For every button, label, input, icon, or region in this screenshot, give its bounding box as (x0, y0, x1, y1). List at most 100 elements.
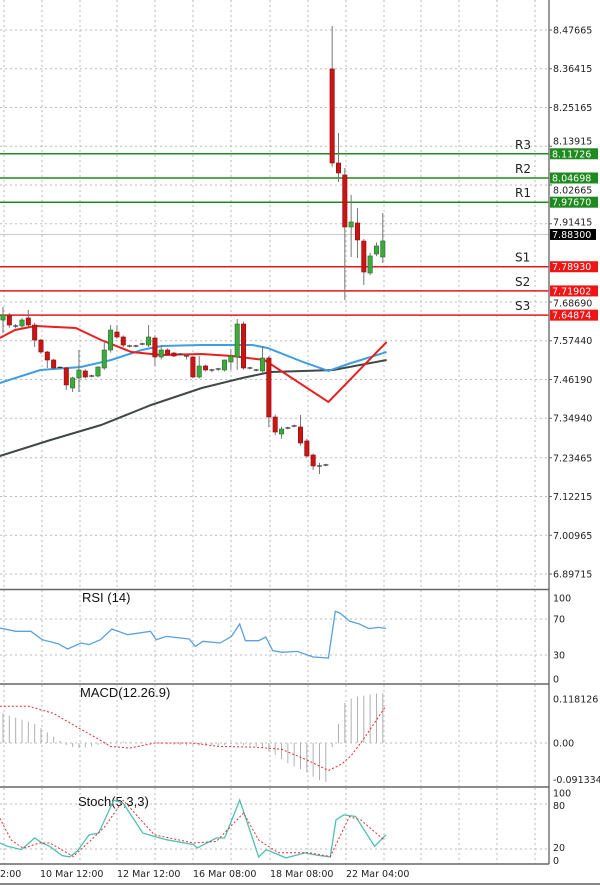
stoch-signal-line (0, 799, 385, 858)
candle-bear (304, 440, 310, 457)
rsi-line (0, 610, 387, 659)
ma-slow-line (0, 359, 387, 457)
candle-bear (310, 454, 316, 467)
price-tick-label: 7.46190 (553, 375, 592, 386)
ma-mid-line (0, 344, 387, 384)
level-price-box (550, 309, 598, 321)
candle-bull (95, 366, 101, 377)
candle-bear (114, 331, 120, 338)
candle-bear (298, 426, 304, 444)
candles (0, 25, 386, 474)
date-tick-label: 18 Mar 08:00 (270, 869, 333, 880)
level-name-r3: R3 (515, 138, 531, 152)
stoch-main-line (0, 798, 387, 859)
candle-bear (51, 359, 57, 369)
level-price-box (550, 196, 598, 208)
candle-bear (38, 339, 44, 353)
macd-signal-line (0, 705, 387, 772)
candle-bear (165, 349, 171, 356)
candle-bear (241, 323, 247, 369)
level-price-box (550, 285, 598, 297)
level-price-box (550, 172, 598, 184)
candle-bull (196, 365, 202, 378)
candle-bull (367, 255, 373, 274)
level-price-label: 8.04698 (552, 173, 591, 184)
level-price-label: 7.97670 (552, 198, 591, 209)
candle-bull (101, 349, 107, 369)
candle-bull (222, 359, 228, 371)
indicator-tick-label: 100 (553, 594, 571, 605)
indicator-tick-label: 0 (553, 856, 559, 867)
candle-bear (342, 174, 348, 228)
candle-bull (380, 240, 386, 258)
candle-bear (335, 162, 341, 174)
candle-bull (76, 369, 82, 379)
date-tick-label: 22 Mar 04:00 (346, 869, 409, 880)
date-tick-label: 2:00 (0, 869, 21, 880)
level-price-label: 7.64874 (552, 311, 591, 322)
level-price-label: 7.71902 (552, 286, 591, 297)
candle-bull (158, 349, 164, 358)
candle-bear (329, 68, 335, 164)
candle-bull (348, 221, 354, 228)
level-price-box (550, 261, 598, 273)
rsi-panel: RSI (14) (0, 590, 387, 659)
candle-bear (272, 416, 278, 433)
moving-averages (0, 324, 388, 457)
level-name-r1: R1 (515, 186, 531, 200)
indicator-tick-label: 0.118126 (553, 695, 598, 706)
price-tick-label: 7.91415 (553, 218, 592, 229)
candle-bull (70, 377, 76, 389)
price-tick-label: 7.00965 (553, 531, 592, 542)
candle-bear (354, 222, 360, 241)
candle-bull (373, 245, 379, 255)
price-tick-label: 7.68690 (553, 299, 592, 310)
indicator-tick-label: 20 (553, 843, 565, 854)
candle-bull (260, 357, 266, 372)
macd-panel: MACD(12.26.9) (0, 685, 387, 782)
candle-bull (19, 319, 25, 327)
candle-bear (190, 356, 196, 378)
date-tick-label: 12 Mar 12:00 (117, 869, 180, 880)
candle-bull (279, 428, 285, 435)
indicator-tick-label: 0.00 (553, 739, 574, 750)
current-price-label: 7.88300 (552, 230, 591, 241)
date-tick-label: 10 Mar 12:00 (40, 869, 103, 880)
candle-bull (0, 314, 6, 321)
candle-bear (82, 370, 88, 378)
price-tick-label: 8.13915 (553, 137, 592, 148)
candle-bear (361, 240, 367, 273)
ma-fast-line (0, 324, 388, 404)
candle-bear (152, 337, 158, 358)
price-tick-label: 8.36415 (553, 64, 592, 75)
price-tick-label: 6.89715 (553, 570, 592, 581)
candle-bear (266, 357, 272, 418)
price-tick-label: 7.57440 (553, 336, 592, 347)
level-name-r2: R2 (515, 162, 531, 176)
price-tick-label: 7.23465 (553, 453, 592, 464)
candle-bull (228, 355, 234, 363)
candle-bear (25, 317, 31, 326)
level-name-s2: S2 (515, 275, 530, 289)
price-tick-label: 7.34940 (553, 414, 592, 425)
price-tick-label: 7.12215 (553, 492, 592, 503)
candle-bear (32, 324, 38, 341)
indicator-tick-label: -0.091334 (553, 775, 600, 786)
level-price-label: 7.78930 (552, 262, 591, 273)
candle-bull (108, 329, 114, 351)
price-tick-label: 8.02665 (553, 186, 592, 197)
level-name-s1: S1 (515, 251, 530, 265)
macd-title: MACD(12.26.9) (80, 685, 170, 700)
candle-bear (63, 367, 69, 386)
level-price-label: 8.11726 (552, 149, 591, 160)
current-price-box (550, 228, 596, 240)
indicator-tick-label: 80 (553, 801, 565, 812)
date-tick-label: 16 Mar 08:00 (193, 869, 256, 880)
candle-bear (203, 365, 209, 371)
indicator-tick-label: 30 (553, 651, 565, 662)
candle-bear (171, 352, 177, 357)
indicator-tick-label: 100 (553, 789, 571, 800)
stochastic-panel: Stoch(5,3,3) (0, 794, 387, 859)
price-tick-label: 8.25165 (553, 103, 592, 114)
